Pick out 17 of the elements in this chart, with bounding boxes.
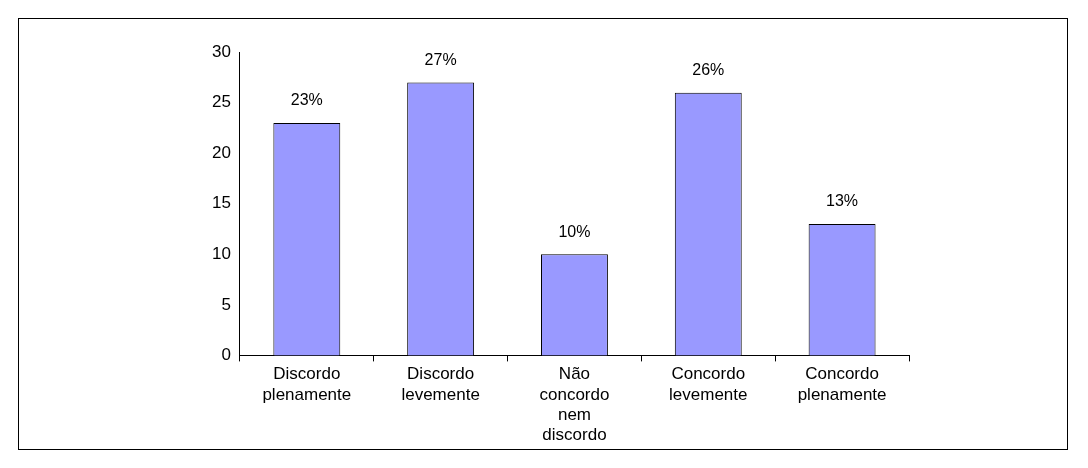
y-tick-label: 0 xyxy=(221,345,231,365)
y-tick-label: 5 xyxy=(221,294,231,314)
data-label: 27% xyxy=(424,50,457,68)
y-tick-label: 15 xyxy=(211,193,231,213)
data-label: 26% xyxy=(692,61,725,79)
data-label: 13% xyxy=(826,192,859,210)
y-tick-label: 25 xyxy=(211,92,231,112)
x-tick-label: Não concordo nem discordo xyxy=(539,364,610,445)
y-tick-label: 20 xyxy=(211,142,231,162)
x-tick-label: Concordo levemente xyxy=(669,364,748,404)
y-tick-label: 30 xyxy=(211,41,231,61)
y-tick-label: 10 xyxy=(211,244,231,264)
x-tick-label: Discordo levemente xyxy=(401,364,480,404)
data-label: 10% xyxy=(558,222,591,240)
x-tick-label: Concordo plenamente xyxy=(797,364,887,404)
data-label: 23% xyxy=(290,91,323,109)
x-tick-label: Discordo plenamente xyxy=(262,364,352,404)
